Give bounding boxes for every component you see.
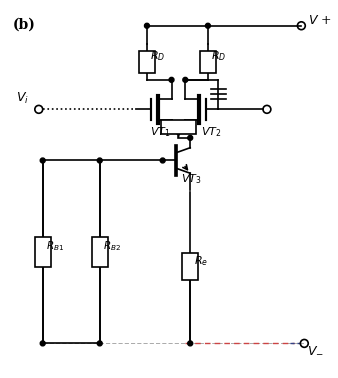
Bar: [200, 51, 216, 73]
Bar: [92, 237, 107, 267]
Circle shape: [40, 341, 45, 346]
Text: $VT_2$: $VT_2$: [201, 125, 222, 139]
Circle shape: [188, 341, 193, 346]
Text: $VT_3$: $VT_3$: [182, 172, 202, 186]
Text: $R_D$: $R_D$: [211, 49, 226, 63]
Text: $R_{B2}$: $R_{B2}$: [103, 239, 121, 253]
Bar: [161, 120, 196, 134]
Circle shape: [97, 341, 102, 346]
Circle shape: [40, 158, 45, 163]
Text: $R_e$: $R_e$: [194, 254, 208, 268]
Text: $V_i$: $V_i$: [16, 90, 29, 105]
Text: $V_{-}$: $V_{-}$: [307, 343, 324, 356]
Circle shape: [169, 77, 174, 82]
Circle shape: [160, 158, 165, 163]
Text: (b): (b): [13, 18, 36, 32]
Circle shape: [188, 135, 193, 140]
Bar: [139, 51, 155, 73]
Bar: [35, 237, 51, 267]
Text: $V$ +: $V$ +: [308, 14, 332, 27]
Circle shape: [144, 23, 149, 28]
Bar: [182, 253, 198, 280]
Circle shape: [97, 158, 102, 163]
Text: $VT_1$: $VT_1$: [150, 125, 171, 139]
Text: $R_{B1}$: $R_{B1}$: [46, 239, 64, 253]
Text: $R_D$: $R_D$: [150, 49, 165, 63]
Circle shape: [183, 77, 188, 82]
Circle shape: [206, 23, 210, 28]
